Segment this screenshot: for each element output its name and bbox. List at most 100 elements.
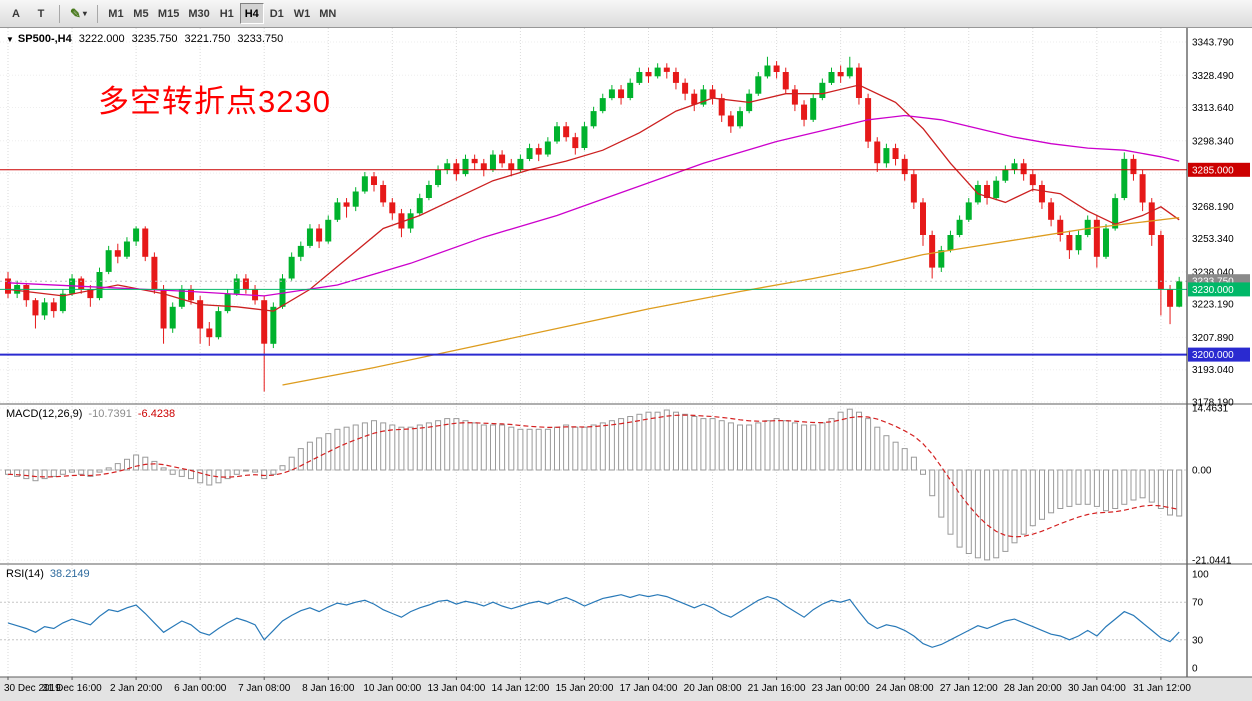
macd-histogram-bar xyxy=(974,469,981,559)
macd-histogram-bar xyxy=(727,422,734,471)
macd-histogram-bar xyxy=(810,424,817,471)
candle-body xyxy=(224,293,231,312)
timeframe-m30-button[interactable]: M30 xyxy=(184,3,213,24)
collapse-triangle-icon[interactable]: ▼ xyxy=(6,35,14,44)
candle-body xyxy=(672,72,679,83)
timeframe-w1-button[interactable]: W1 xyxy=(290,3,315,24)
macd-histogram-bar xyxy=(316,437,323,471)
macd-histogram-bar xyxy=(5,469,11,475)
macd-histogram-bar xyxy=(1139,469,1146,499)
text-tool-button[interactable]: T xyxy=(29,3,53,24)
time-label: 23 Jan 00:00 xyxy=(812,683,870,694)
candle-body xyxy=(654,67,661,77)
time-label: 30 Jan 04:00 xyxy=(1068,683,1126,694)
macd-histogram-bar xyxy=(1103,469,1109,512)
candle-body xyxy=(572,137,579,149)
candle-body xyxy=(535,148,542,155)
macd-histogram-bar xyxy=(737,424,743,471)
candle-body xyxy=(782,72,789,90)
macd-histogram-bar xyxy=(1157,469,1164,509)
candle-body xyxy=(261,300,268,344)
candle-body xyxy=(874,141,881,164)
macd-histogram-bar xyxy=(654,411,661,471)
candle-body xyxy=(398,213,405,229)
macd-indicator-header: MACD(12,26,9) -10.7391 -6.4238 xyxy=(6,408,175,420)
price-tag xyxy=(1188,347,1250,362)
candle-body xyxy=(855,67,862,98)
candle-body xyxy=(407,213,414,229)
timeframe-mn-button[interactable]: MN xyxy=(315,3,340,24)
timeframe-m5-button[interactable]: M5 xyxy=(129,3,153,24)
macd-histogram-bar xyxy=(801,424,808,471)
macd-histogram-bar xyxy=(23,469,30,480)
macd-histogram-bar xyxy=(563,424,570,471)
draw-style-button[interactable]: ✎ ▾ xyxy=(66,3,91,24)
macd-histogram-bar xyxy=(636,413,643,471)
time-label: 14 Jan 12:00 xyxy=(491,683,549,694)
macd-histogram-bar xyxy=(306,441,313,471)
macd-histogram-bar xyxy=(389,424,396,471)
candle-body xyxy=(682,82,689,94)
macd-histogram-bar xyxy=(874,426,881,471)
candle-body xyxy=(910,174,917,203)
candle-body xyxy=(544,141,551,155)
candle-body xyxy=(380,185,387,203)
candle-body xyxy=(1093,219,1100,257)
time-label: 28 Jan 20:00 xyxy=(1004,683,1062,694)
macd-histogram-bar xyxy=(371,420,377,471)
macd-histogram-bar xyxy=(965,469,972,554)
macd-histogram-bar xyxy=(78,469,85,475)
candle-body xyxy=(1066,235,1073,251)
timeframe-m1-button[interactable]: M1 xyxy=(104,3,128,24)
macd-histogram-bar xyxy=(608,420,615,471)
macd-histogram-bar xyxy=(361,422,368,471)
candle-body xyxy=(416,198,423,214)
time-axis[interactable] xyxy=(0,677,1252,701)
timeframe-d1-button[interactable]: D1 xyxy=(265,3,289,24)
macd-histogram-bar xyxy=(297,448,304,471)
toolbar-separator xyxy=(96,4,98,23)
timeframe-m15-button[interactable]: M15 xyxy=(154,3,183,24)
candle-body xyxy=(901,158,908,175)
price-tick-label: 3313.640 xyxy=(1192,103,1234,114)
macd-histogram-bar xyxy=(663,409,670,471)
macd-histogram-bar xyxy=(773,418,780,471)
candle-body xyxy=(169,306,176,329)
candle-body xyxy=(1029,174,1036,186)
candle-body xyxy=(123,241,130,257)
chart-text-annotation[interactable]: 多空转折点3230 xyxy=(98,84,331,119)
candle-body xyxy=(425,185,432,198)
candle-body xyxy=(956,219,963,235)
candle-body xyxy=(1103,228,1109,257)
macd-histogram-bar xyxy=(572,426,579,471)
candle-body xyxy=(32,300,39,316)
candle-body xyxy=(764,65,771,77)
candle-body xyxy=(489,154,496,170)
cursor-tool-button[interactable]: A xyxy=(4,3,28,24)
candle-body xyxy=(78,278,85,290)
macd-histogram-bar xyxy=(526,428,533,471)
candle-body xyxy=(325,219,332,242)
candle-body xyxy=(618,89,625,99)
timeframe-h4-button[interactable]: H4 xyxy=(239,3,264,24)
macd-histogram-bar xyxy=(1048,469,1055,514)
candle-body xyxy=(846,67,853,77)
macd-histogram-bar xyxy=(197,469,204,484)
candle-body xyxy=(929,235,936,268)
macd-histogram-bar xyxy=(1075,469,1082,505)
timeframe-h1-button[interactable]: H1 xyxy=(215,3,239,24)
macd-histogram-bar xyxy=(334,428,341,471)
candle-body xyxy=(691,93,698,105)
candle-body xyxy=(306,228,313,246)
time-label: 24 Jan 08:00 xyxy=(876,683,934,694)
macd-histogram-bar xyxy=(1121,469,1128,505)
price-tick-label: 3178.190 xyxy=(1192,398,1234,409)
candle-body xyxy=(188,289,194,301)
candle-body xyxy=(160,289,167,329)
macd-histogram-bar xyxy=(261,469,268,480)
macd-histogram-bar xyxy=(233,469,240,475)
candle-body xyxy=(178,289,185,307)
candle-body xyxy=(1139,174,1146,203)
macd-histogram-bar xyxy=(517,428,524,471)
